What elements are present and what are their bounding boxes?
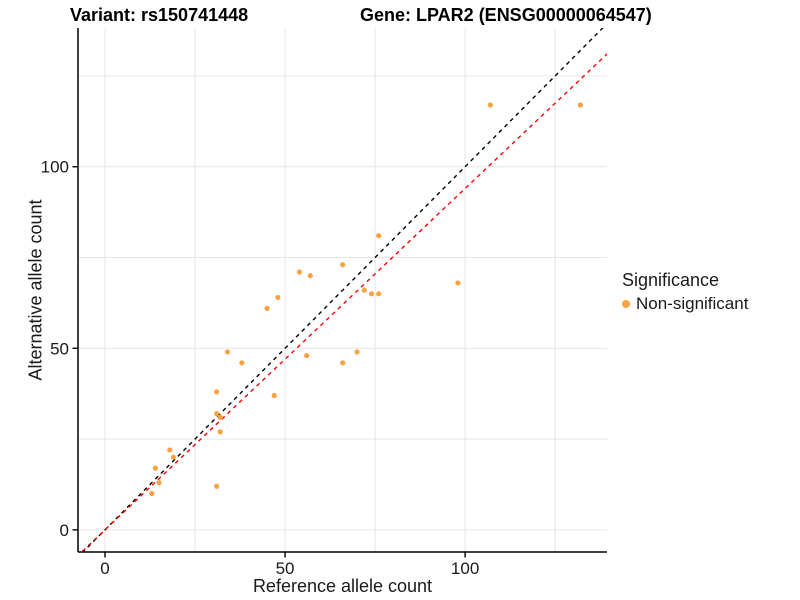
x-tick-label: 100 xyxy=(451,559,479,578)
data-point xyxy=(376,233,382,239)
data-point xyxy=(156,480,162,486)
data-point xyxy=(275,294,281,301)
data-point xyxy=(217,429,223,435)
plot-title-gene: Gene: LPAR2 (ENSG00000064547) xyxy=(360,5,652,25)
data-point xyxy=(577,102,583,108)
data-point xyxy=(239,360,245,366)
data-point xyxy=(296,269,303,275)
data-point xyxy=(149,490,155,497)
data-point xyxy=(340,360,346,366)
data-point xyxy=(304,352,310,359)
legend-point-icon xyxy=(622,300,630,308)
plot-title-variant: Variant: rs150741448 xyxy=(70,5,249,25)
data-point xyxy=(307,273,313,279)
x-tick-label: 0 xyxy=(100,559,109,578)
data-point xyxy=(354,349,360,355)
data-point xyxy=(361,287,367,293)
data-point xyxy=(214,411,220,417)
x-tick-label: 50 xyxy=(276,559,295,578)
data-point xyxy=(487,102,493,108)
y-tick-label: 0 xyxy=(60,521,69,540)
data-point xyxy=(217,414,223,420)
y-tick-label: 100 xyxy=(41,158,69,177)
x-axis-title: Reference allele count xyxy=(252,576,433,596)
data-point xyxy=(271,392,277,399)
data-point xyxy=(170,454,177,460)
data-point xyxy=(152,465,159,471)
legend-item-non-significant: Non-significant xyxy=(622,294,748,314)
data-point xyxy=(264,305,270,311)
data-point xyxy=(376,291,382,297)
data-point xyxy=(167,447,173,453)
data-point xyxy=(368,291,375,297)
data-point xyxy=(224,349,231,355)
data-point xyxy=(214,483,220,489)
regression-line xyxy=(80,53,607,552)
data-point xyxy=(455,280,461,286)
y-tick-label: 50 xyxy=(50,339,69,358)
data-point xyxy=(340,262,346,268)
legend-item-label: Non-significant xyxy=(636,294,749,313)
legend-title: Significance xyxy=(622,270,720,290)
data-point xyxy=(214,389,220,395)
identity-line xyxy=(82,28,604,552)
y-axis-title: Alternative allele count xyxy=(25,199,46,381)
legend: Significance Non-significant xyxy=(622,270,748,314)
